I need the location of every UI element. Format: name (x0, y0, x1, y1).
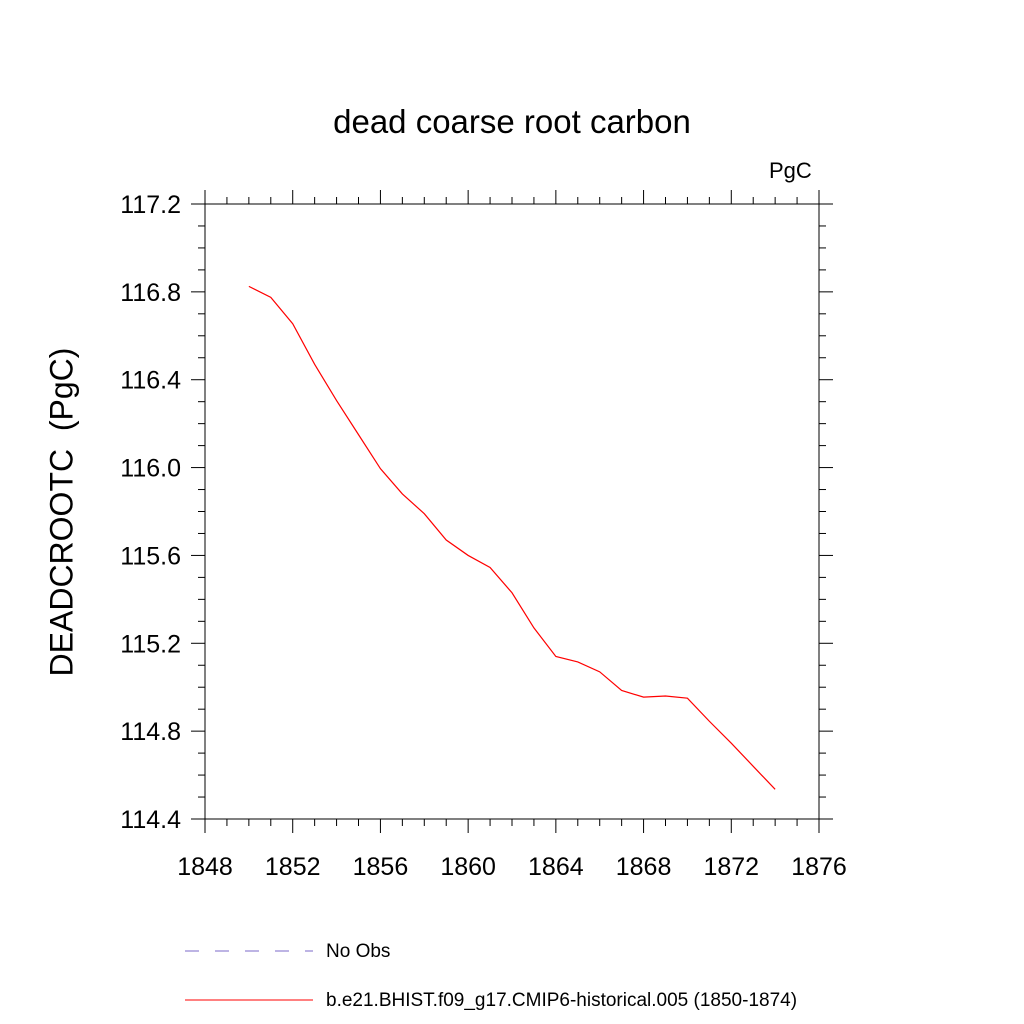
x-tick-label: 1856 (353, 853, 409, 881)
y-tick-label: 117.2 (120, 191, 181, 219)
x-tick-label: 1860 (440, 853, 496, 881)
x-tick-label: 1852 (265, 853, 321, 881)
legend-label-historical: b.e21.BHIST.f09_g17.CMIP6-historical.005… (326, 990, 798, 1011)
y-tick-label: 116.0 (120, 455, 181, 483)
plot-marks (248, 285, 776, 790)
y-tick-label: 115.6 (120, 542, 181, 570)
plot-axes: 1848 1852 1856 1860 1864 1868 1872 1876 114.4 114… (120, 190, 847, 881)
y-tick-label: 116.4 (120, 367, 181, 395)
units-label: PgC (769, 158, 812, 183)
x-tick-label: 1876 (791, 853, 847, 881)
y-tick-label: 115.2 (120, 630, 181, 658)
legend (185, 950, 313, 1001)
series-line (248, 285, 776, 790)
y-tick-label: 114.8 (120, 718, 181, 746)
x-tick-label: 1868 (616, 853, 672, 881)
chart-title: dead coarse root carbon (333, 103, 691, 140)
legend-label-no-obs: No Obs (326, 941, 391, 962)
plot-frame (204, 203, 820, 820)
x-tick-label: 1864 (528, 853, 584, 881)
x-tick-label: 1848 (177, 853, 233, 881)
y-tick-label: 114.4 (120, 806, 181, 834)
y-tick-label: 116.8 (120, 279, 181, 307)
x-tick-label: 1872 (703, 853, 759, 881)
